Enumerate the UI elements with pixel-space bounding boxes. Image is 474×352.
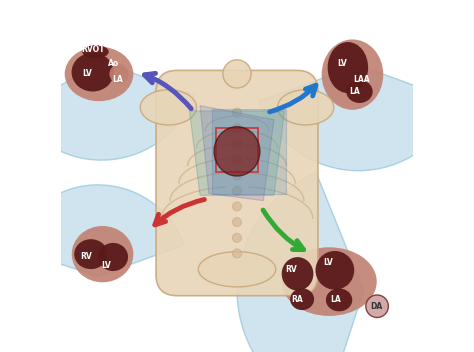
Text: RV: RV xyxy=(286,265,298,274)
Text: Ao: Ao xyxy=(108,59,118,68)
Ellipse shape xyxy=(72,53,114,92)
Text: RVOT: RVOT xyxy=(81,45,104,54)
Circle shape xyxy=(232,233,242,243)
Circle shape xyxy=(366,295,388,318)
Circle shape xyxy=(232,202,242,211)
Text: LV: LV xyxy=(101,261,111,270)
Ellipse shape xyxy=(290,288,314,310)
Ellipse shape xyxy=(72,226,133,282)
Ellipse shape xyxy=(223,60,251,88)
Circle shape xyxy=(232,249,242,258)
Ellipse shape xyxy=(214,127,260,176)
Text: LA: LA xyxy=(112,75,123,84)
Wedge shape xyxy=(16,62,194,160)
Polygon shape xyxy=(190,111,284,195)
Circle shape xyxy=(232,171,242,180)
Ellipse shape xyxy=(277,90,334,125)
Ellipse shape xyxy=(328,42,368,93)
Ellipse shape xyxy=(198,252,276,287)
Text: RA: RA xyxy=(292,295,303,304)
Circle shape xyxy=(232,218,242,227)
Text: LA: LA xyxy=(330,295,341,304)
Ellipse shape xyxy=(316,251,354,290)
Circle shape xyxy=(232,155,242,164)
Polygon shape xyxy=(200,106,274,201)
Circle shape xyxy=(232,108,242,117)
Ellipse shape xyxy=(326,289,352,312)
Text: LV: LV xyxy=(82,69,92,78)
FancyBboxPatch shape xyxy=(156,70,318,296)
Ellipse shape xyxy=(98,243,128,271)
Ellipse shape xyxy=(322,39,383,110)
Circle shape xyxy=(232,124,242,133)
Ellipse shape xyxy=(74,239,108,269)
Ellipse shape xyxy=(140,90,197,125)
Wedge shape xyxy=(259,65,458,171)
Wedge shape xyxy=(237,173,364,352)
Ellipse shape xyxy=(64,46,133,101)
Text: RV: RV xyxy=(81,252,92,262)
Text: LA: LA xyxy=(349,87,360,96)
Text: LV: LV xyxy=(324,258,333,267)
Text: LV: LV xyxy=(337,59,347,68)
Ellipse shape xyxy=(82,45,109,58)
Ellipse shape xyxy=(346,80,373,103)
Ellipse shape xyxy=(282,257,313,291)
Wedge shape xyxy=(11,185,184,276)
Text: DA: DA xyxy=(370,302,382,311)
Circle shape xyxy=(232,186,242,195)
Circle shape xyxy=(232,139,242,149)
Polygon shape xyxy=(212,109,286,194)
Text: LAA: LAA xyxy=(354,75,370,84)
Ellipse shape xyxy=(109,64,129,83)
Ellipse shape xyxy=(282,247,377,316)
